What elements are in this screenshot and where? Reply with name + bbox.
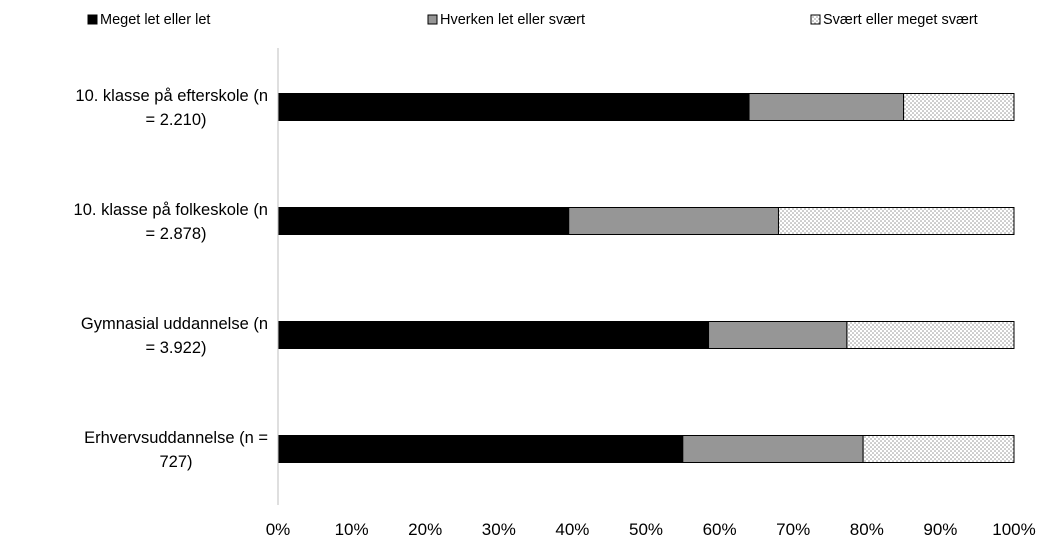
legend-label: Svært eller meget svært xyxy=(823,12,978,28)
legend: Meget let eller let Hverken let eller svæ… xyxy=(87,12,978,28)
x-tick-label: 90% xyxy=(923,520,957,539)
x-tick-label: 0% xyxy=(266,520,291,539)
x-tick-label: 70% xyxy=(776,520,810,539)
legend-label: Meget let eller let xyxy=(100,12,210,28)
legend-swatch xyxy=(87,14,98,25)
category-label: = 3.922) xyxy=(145,339,206,357)
x-tick-label: 10% xyxy=(335,520,369,539)
legend-item: Meget let eller let xyxy=(87,12,210,28)
legend-label: Hverken let eller svært xyxy=(440,12,585,28)
category-label: 10. klasse på folkeskole (n xyxy=(74,201,268,219)
bar-1-3 xyxy=(277,321,710,349)
category-label: = 2.878) xyxy=(145,225,206,243)
category-axis: 10. klasse på efterskole (n = 2.210) 10. k… xyxy=(74,48,279,505)
x-tick-label: 50% xyxy=(629,520,663,539)
x-tick-label: 40% xyxy=(555,520,589,539)
x-tick-label: 30% xyxy=(482,520,516,539)
legend-swatch xyxy=(427,14,438,25)
x-tick-label: 60% xyxy=(703,520,737,539)
bar-3-4 xyxy=(862,435,1015,463)
x-tick-label: 80% xyxy=(850,520,884,539)
plot-area xyxy=(277,93,1015,463)
category-label: 727) xyxy=(159,453,192,471)
x-tick-label: 20% xyxy=(408,520,442,539)
legend-item: Svært eller meget svært xyxy=(810,12,978,28)
bar-1-2 xyxy=(277,207,570,235)
legend-item: Hverken let eller svært xyxy=(427,12,585,28)
bar-3-1 xyxy=(903,93,1015,121)
category-label: Gymnasial uddannelse (n xyxy=(81,315,268,333)
bar-2-3 xyxy=(708,321,848,349)
bar-3-2 xyxy=(777,207,1015,235)
bar-1-1 xyxy=(277,93,750,121)
bar-2-4 xyxy=(682,435,864,463)
category-label: = 2.210) xyxy=(145,111,206,129)
value-axis: 0% 10% 20% 30% 40% 50% 60% 70% 80% 90% 100% xyxy=(266,520,1036,539)
bar-3-3 xyxy=(846,321,1015,349)
bar-2-1 xyxy=(748,93,905,121)
category-label: Erhvervsuddannelse (n = xyxy=(84,429,268,447)
category-label: 10. klasse på efterskole (n xyxy=(75,87,268,105)
x-tick-label: 100% xyxy=(992,520,1035,539)
legend-swatch xyxy=(810,14,821,25)
bar-1-4 xyxy=(277,435,684,463)
bar-2-2 xyxy=(568,207,779,235)
